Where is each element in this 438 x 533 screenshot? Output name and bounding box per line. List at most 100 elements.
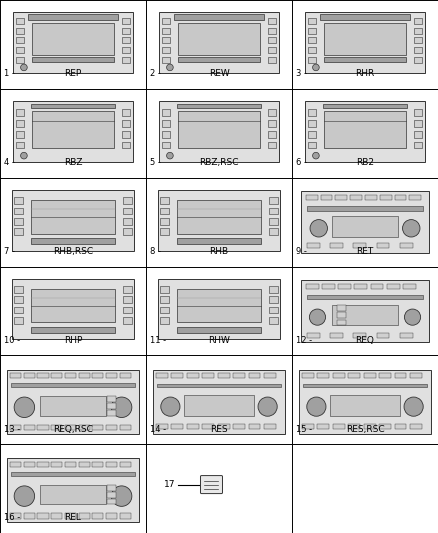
Bar — [120, 513, 131, 519]
Bar — [174, 14, 264, 20]
Circle shape — [166, 152, 173, 159]
Bar — [322, 284, 335, 288]
Text: RBZ,RSC: RBZ,RSC — [199, 158, 239, 167]
Bar — [364, 373, 375, 378]
Bar — [31, 238, 115, 245]
Bar — [414, 131, 423, 138]
Text: 4 -: 4 - — [4, 158, 15, 167]
Bar — [233, 424, 245, 429]
Bar — [414, 56, 423, 62]
Bar — [7, 369, 139, 433]
Bar — [249, 424, 260, 429]
Bar — [7, 458, 139, 522]
Bar — [92, 373, 103, 378]
Bar — [162, 142, 170, 148]
Bar — [162, 28, 170, 34]
Bar — [122, 109, 131, 116]
Bar — [177, 104, 261, 108]
Bar — [337, 312, 346, 318]
Bar — [379, 424, 391, 429]
Bar — [24, 373, 35, 378]
Bar — [307, 109, 316, 116]
Bar — [123, 296, 132, 303]
Bar — [184, 395, 254, 416]
Bar — [354, 284, 367, 288]
Bar — [387, 284, 399, 288]
Bar — [14, 306, 23, 313]
Bar — [269, 208, 278, 214]
Bar — [24, 462, 35, 467]
Bar — [51, 425, 62, 430]
Bar — [32, 111, 114, 148]
Bar — [107, 410, 117, 416]
Bar — [78, 513, 90, 519]
Bar — [302, 424, 314, 429]
Bar — [13, 12, 133, 73]
Bar — [37, 513, 49, 519]
Bar — [178, 111, 260, 148]
Text: RHR: RHR — [355, 69, 374, 78]
Bar — [15, 56, 24, 62]
Bar — [337, 305, 346, 311]
Bar — [158, 279, 280, 340]
Bar — [162, 120, 170, 127]
Bar — [31, 200, 115, 233]
Circle shape — [307, 397, 326, 416]
Bar — [400, 243, 413, 248]
Bar — [92, 425, 103, 430]
Text: 9 -: 9 - — [296, 247, 307, 256]
Bar — [306, 195, 318, 200]
Bar — [15, 18, 24, 24]
Bar — [305, 12, 425, 73]
Bar — [106, 513, 117, 519]
Bar — [177, 238, 261, 245]
Bar — [307, 28, 316, 34]
Circle shape — [258, 397, 277, 416]
Bar — [37, 462, 49, 467]
Text: 11 -: 11 - — [150, 336, 166, 345]
Bar — [51, 462, 62, 467]
Bar — [32, 57, 114, 62]
Circle shape — [309, 309, 325, 325]
Bar — [371, 284, 383, 288]
Bar — [40, 485, 106, 504]
Bar — [307, 47, 316, 53]
Bar — [78, 425, 90, 430]
Text: RBZ: RBZ — [64, 158, 82, 167]
Bar — [348, 424, 360, 429]
Bar — [307, 206, 423, 211]
Bar — [123, 228, 132, 235]
Bar — [15, 47, 24, 53]
Circle shape — [404, 309, 420, 325]
Bar — [122, 37, 131, 43]
Bar — [307, 295, 423, 299]
Text: 8 -: 8 - — [150, 247, 161, 256]
Bar — [269, 286, 278, 293]
Bar — [15, 131, 24, 138]
Bar — [268, 28, 276, 34]
Bar — [123, 197, 132, 204]
Text: REQ,RSC: REQ,RSC — [53, 424, 93, 433]
Bar — [31, 104, 115, 108]
Text: REQ: REQ — [356, 336, 374, 345]
Bar — [15, 28, 24, 34]
Text: 15 -: 15 - — [296, 424, 312, 433]
Bar — [160, 197, 169, 204]
Text: REW: REW — [208, 69, 230, 78]
Bar — [13, 101, 133, 161]
Bar — [318, 424, 329, 429]
Bar — [160, 296, 169, 303]
Bar — [268, 120, 276, 127]
Bar — [379, 373, 391, 378]
Bar — [178, 23, 260, 55]
Bar — [156, 424, 168, 429]
Bar — [157, 384, 281, 387]
Bar — [24, 425, 35, 430]
Bar — [269, 306, 278, 313]
Bar — [160, 286, 169, 293]
Text: 2 -: 2 - — [150, 69, 161, 78]
Bar — [305, 101, 425, 161]
Bar — [414, 47, 423, 53]
Bar — [268, 131, 276, 138]
Bar — [410, 373, 422, 378]
